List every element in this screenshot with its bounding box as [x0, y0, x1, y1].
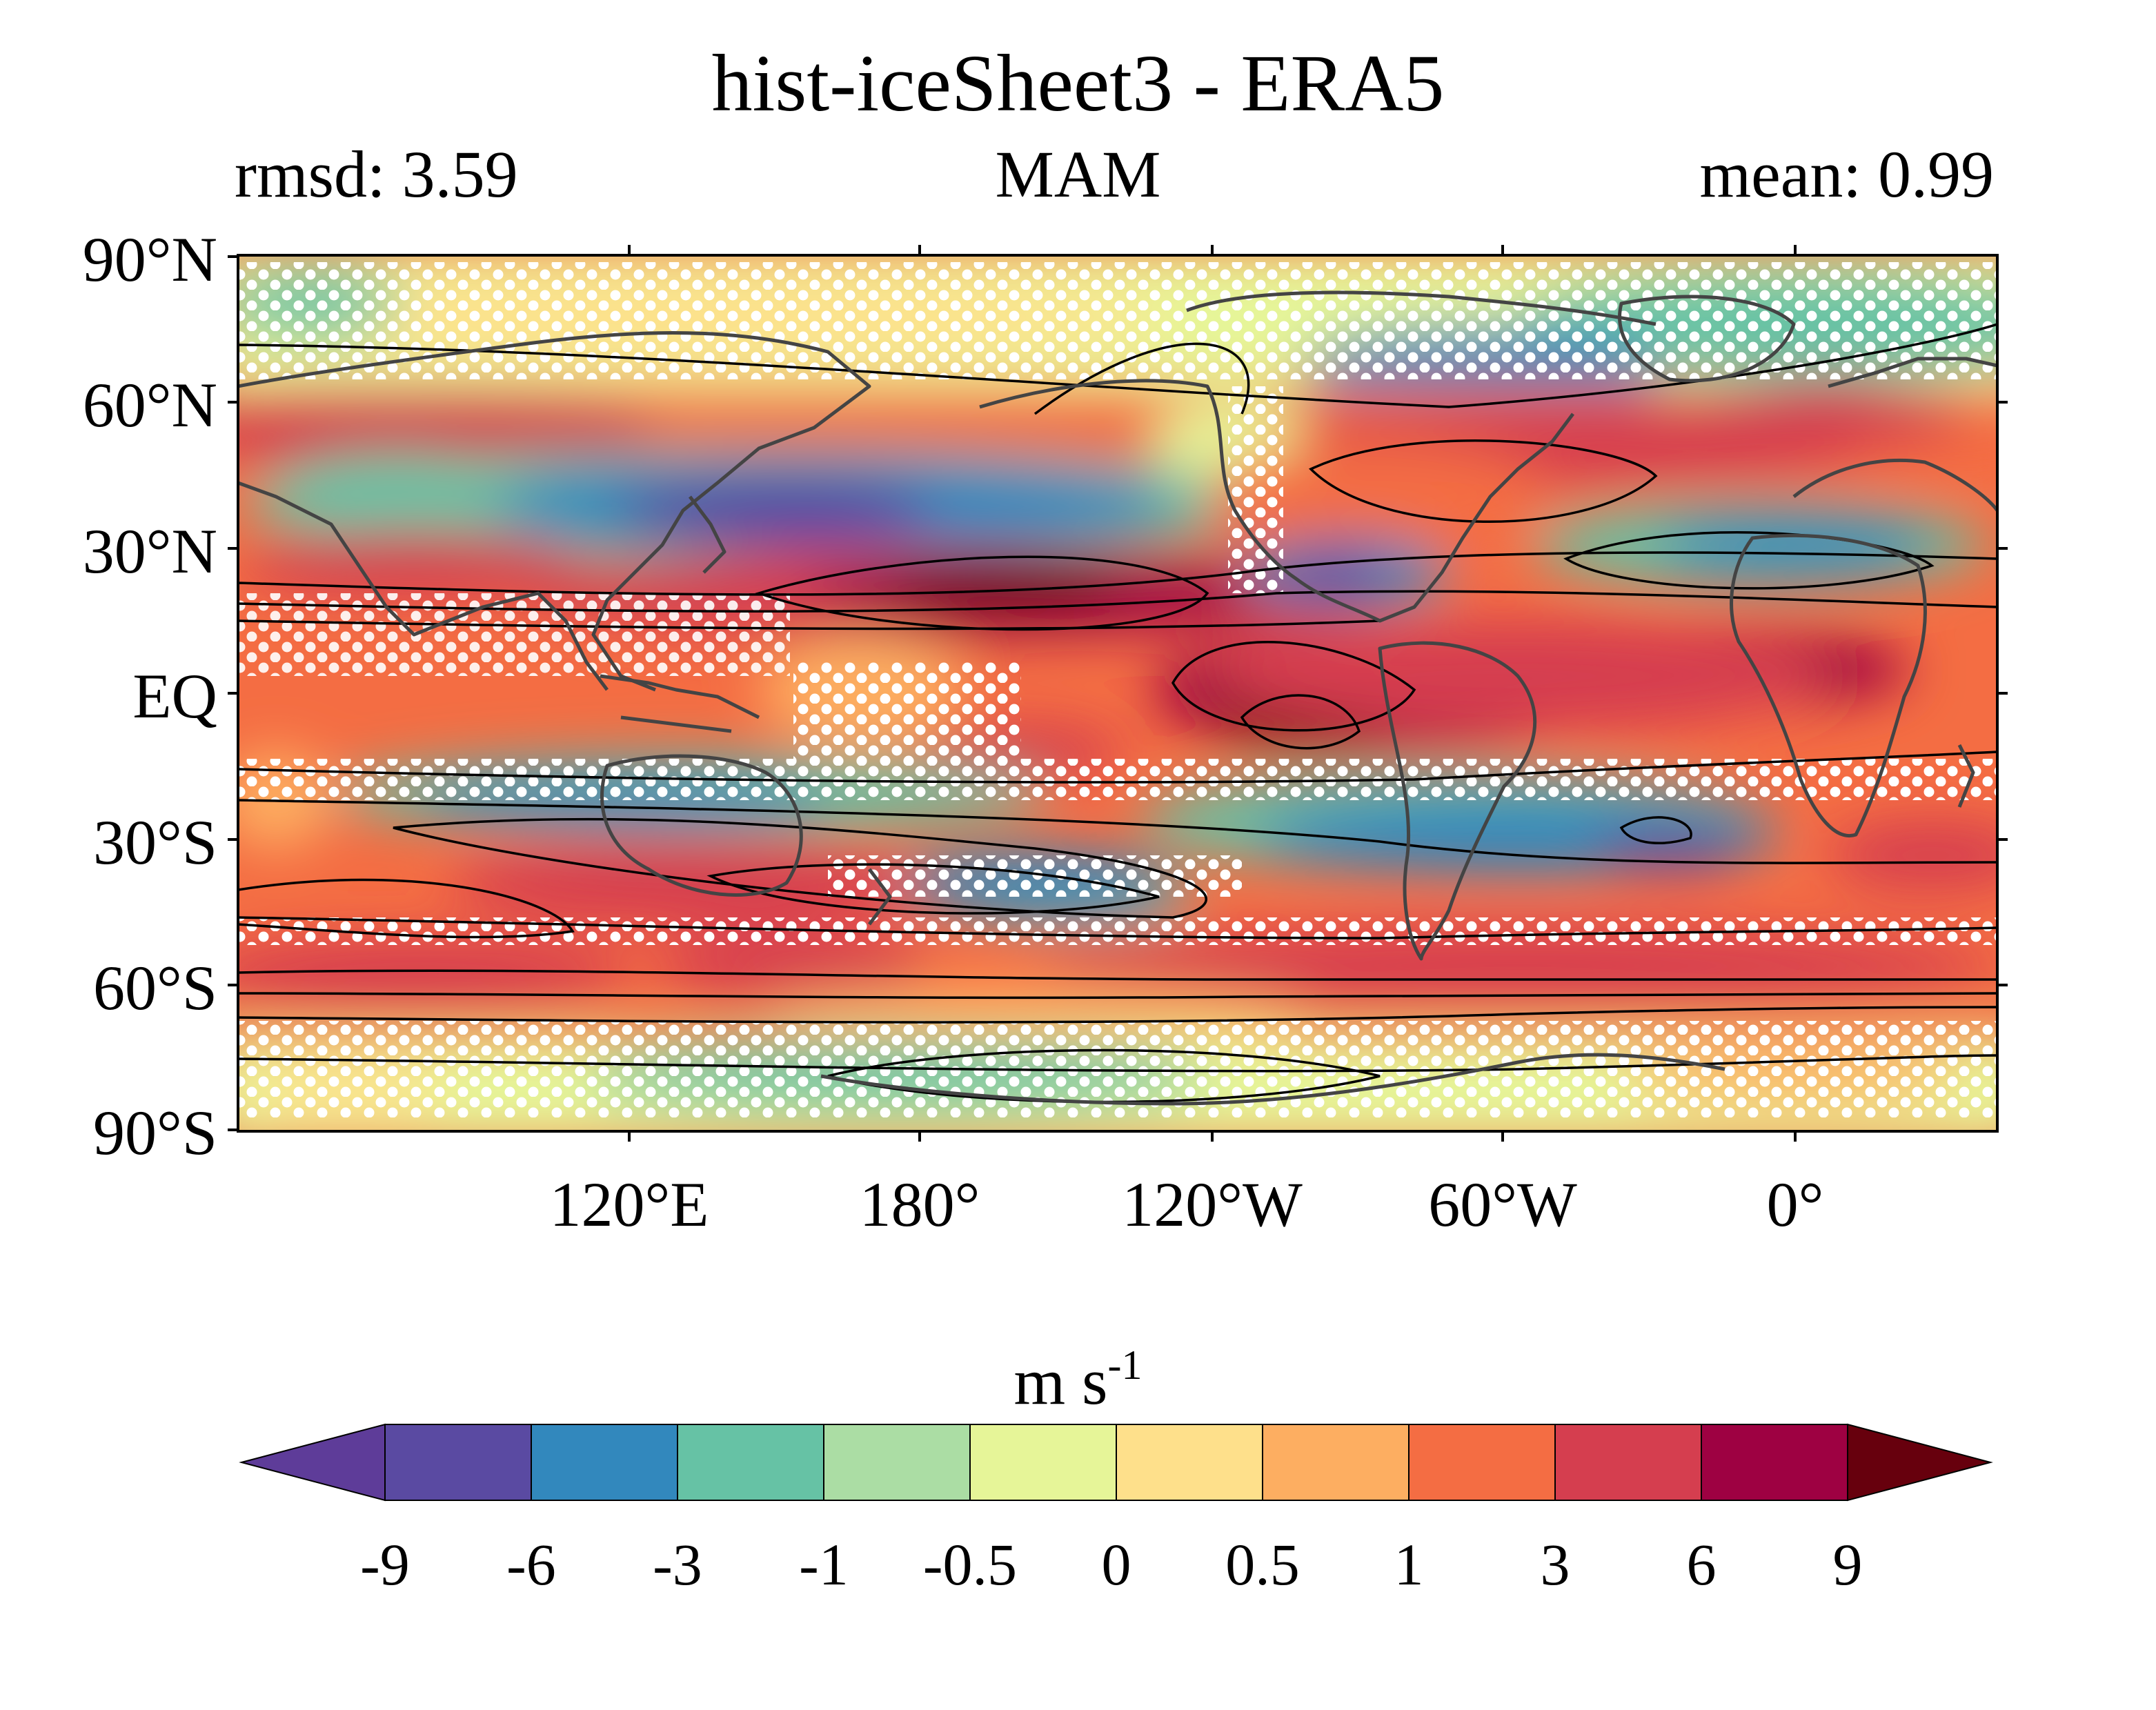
- colorbar-tick-label: 1: [1394, 1531, 1424, 1598]
- lat-label-30n: 30°N: [82, 516, 217, 586]
- colorbar-bin: [677, 1424, 824, 1501]
- colorbar-extend-high: [1847, 1423, 1993, 1502]
- lat-label-30s: 30°S: [93, 807, 217, 877]
- lat-label-eq: EQ: [132, 661, 217, 731]
- colorbar-tick-label: -9: [360, 1531, 410, 1598]
- lat-label-90n: 90°N: [82, 224, 217, 295]
- colorbar-tick-label: 6: [1686, 1531, 1717, 1598]
- plot-title: hist-iceSheet3 - ERA5: [711, 38, 1445, 128]
- colorbar-bin: [969, 1424, 1117, 1501]
- lon-label-60w: 60°W: [1428, 1169, 1577, 1240]
- units-exponent: -1: [1107, 1342, 1143, 1388]
- significance-stippling: [238, 262, 1997, 1117]
- lat-label-60s: 60°S: [93, 953, 217, 1023]
- colorbar-tick-label: -1: [799, 1531, 849, 1598]
- colorbar-tick-label: -6: [506, 1531, 556, 1598]
- axis-ticks: [228, 245, 2008, 1142]
- colorbar-tick-label: 0.5: [1225, 1531, 1300, 1598]
- colorbar-bin: [531, 1424, 678, 1501]
- colorbar-bin: [1408, 1424, 1556, 1501]
- colorbar-units: m s-1: [0, 1344, 2156, 1415]
- colorbar-bin: [1262, 1424, 1410, 1501]
- colorbar-bin: [823, 1424, 971, 1501]
- colorbar-tick-label: -3: [653, 1531, 702, 1598]
- colorbar-bin: [1554, 1424, 1702, 1501]
- units-base: m s: [1013, 1344, 1108, 1418]
- coastlines: [238, 290, 1997, 1106]
- season-label: MAM: [995, 137, 1161, 211]
- colorbar-tick-label: 3: [1540, 1531, 1570, 1598]
- anomaly-field: [238, 255, 1997, 1131]
- lat-label-60n: 60°N: [82, 370, 217, 440]
- lat-label-90s: 90°S: [93, 1097, 217, 1168]
- climatology-contours: [238, 323, 1997, 1104]
- colorbar-extend-low: [239, 1423, 386, 1502]
- colorbar-bin: [1116, 1424, 1263, 1501]
- lon-label-120e: 120°E: [549, 1169, 709, 1240]
- colorbar-tick-label: 9: [1832, 1531, 1863, 1598]
- lon-label-0: 0°: [1766, 1169, 1824, 1240]
- lon-label-120w: 120°W: [1122, 1169, 1303, 1240]
- colorbar-bin: [384, 1424, 532, 1501]
- rmsd-label: rmsd: 3.59: [235, 137, 518, 211]
- mean-label: mean: 0.99: [1699, 137, 1994, 211]
- colorbar: [239, 1423, 1993, 1502]
- colorbar-tick-label: -0.5: [922, 1531, 1018, 1598]
- colorbar-tick-label: 0: [1101, 1531, 1131, 1598]
- colorbar-bin: [1701, 1424, 1848, 1501]
- lon-label-180: 180°: [859, 1169, 980, 1240]
